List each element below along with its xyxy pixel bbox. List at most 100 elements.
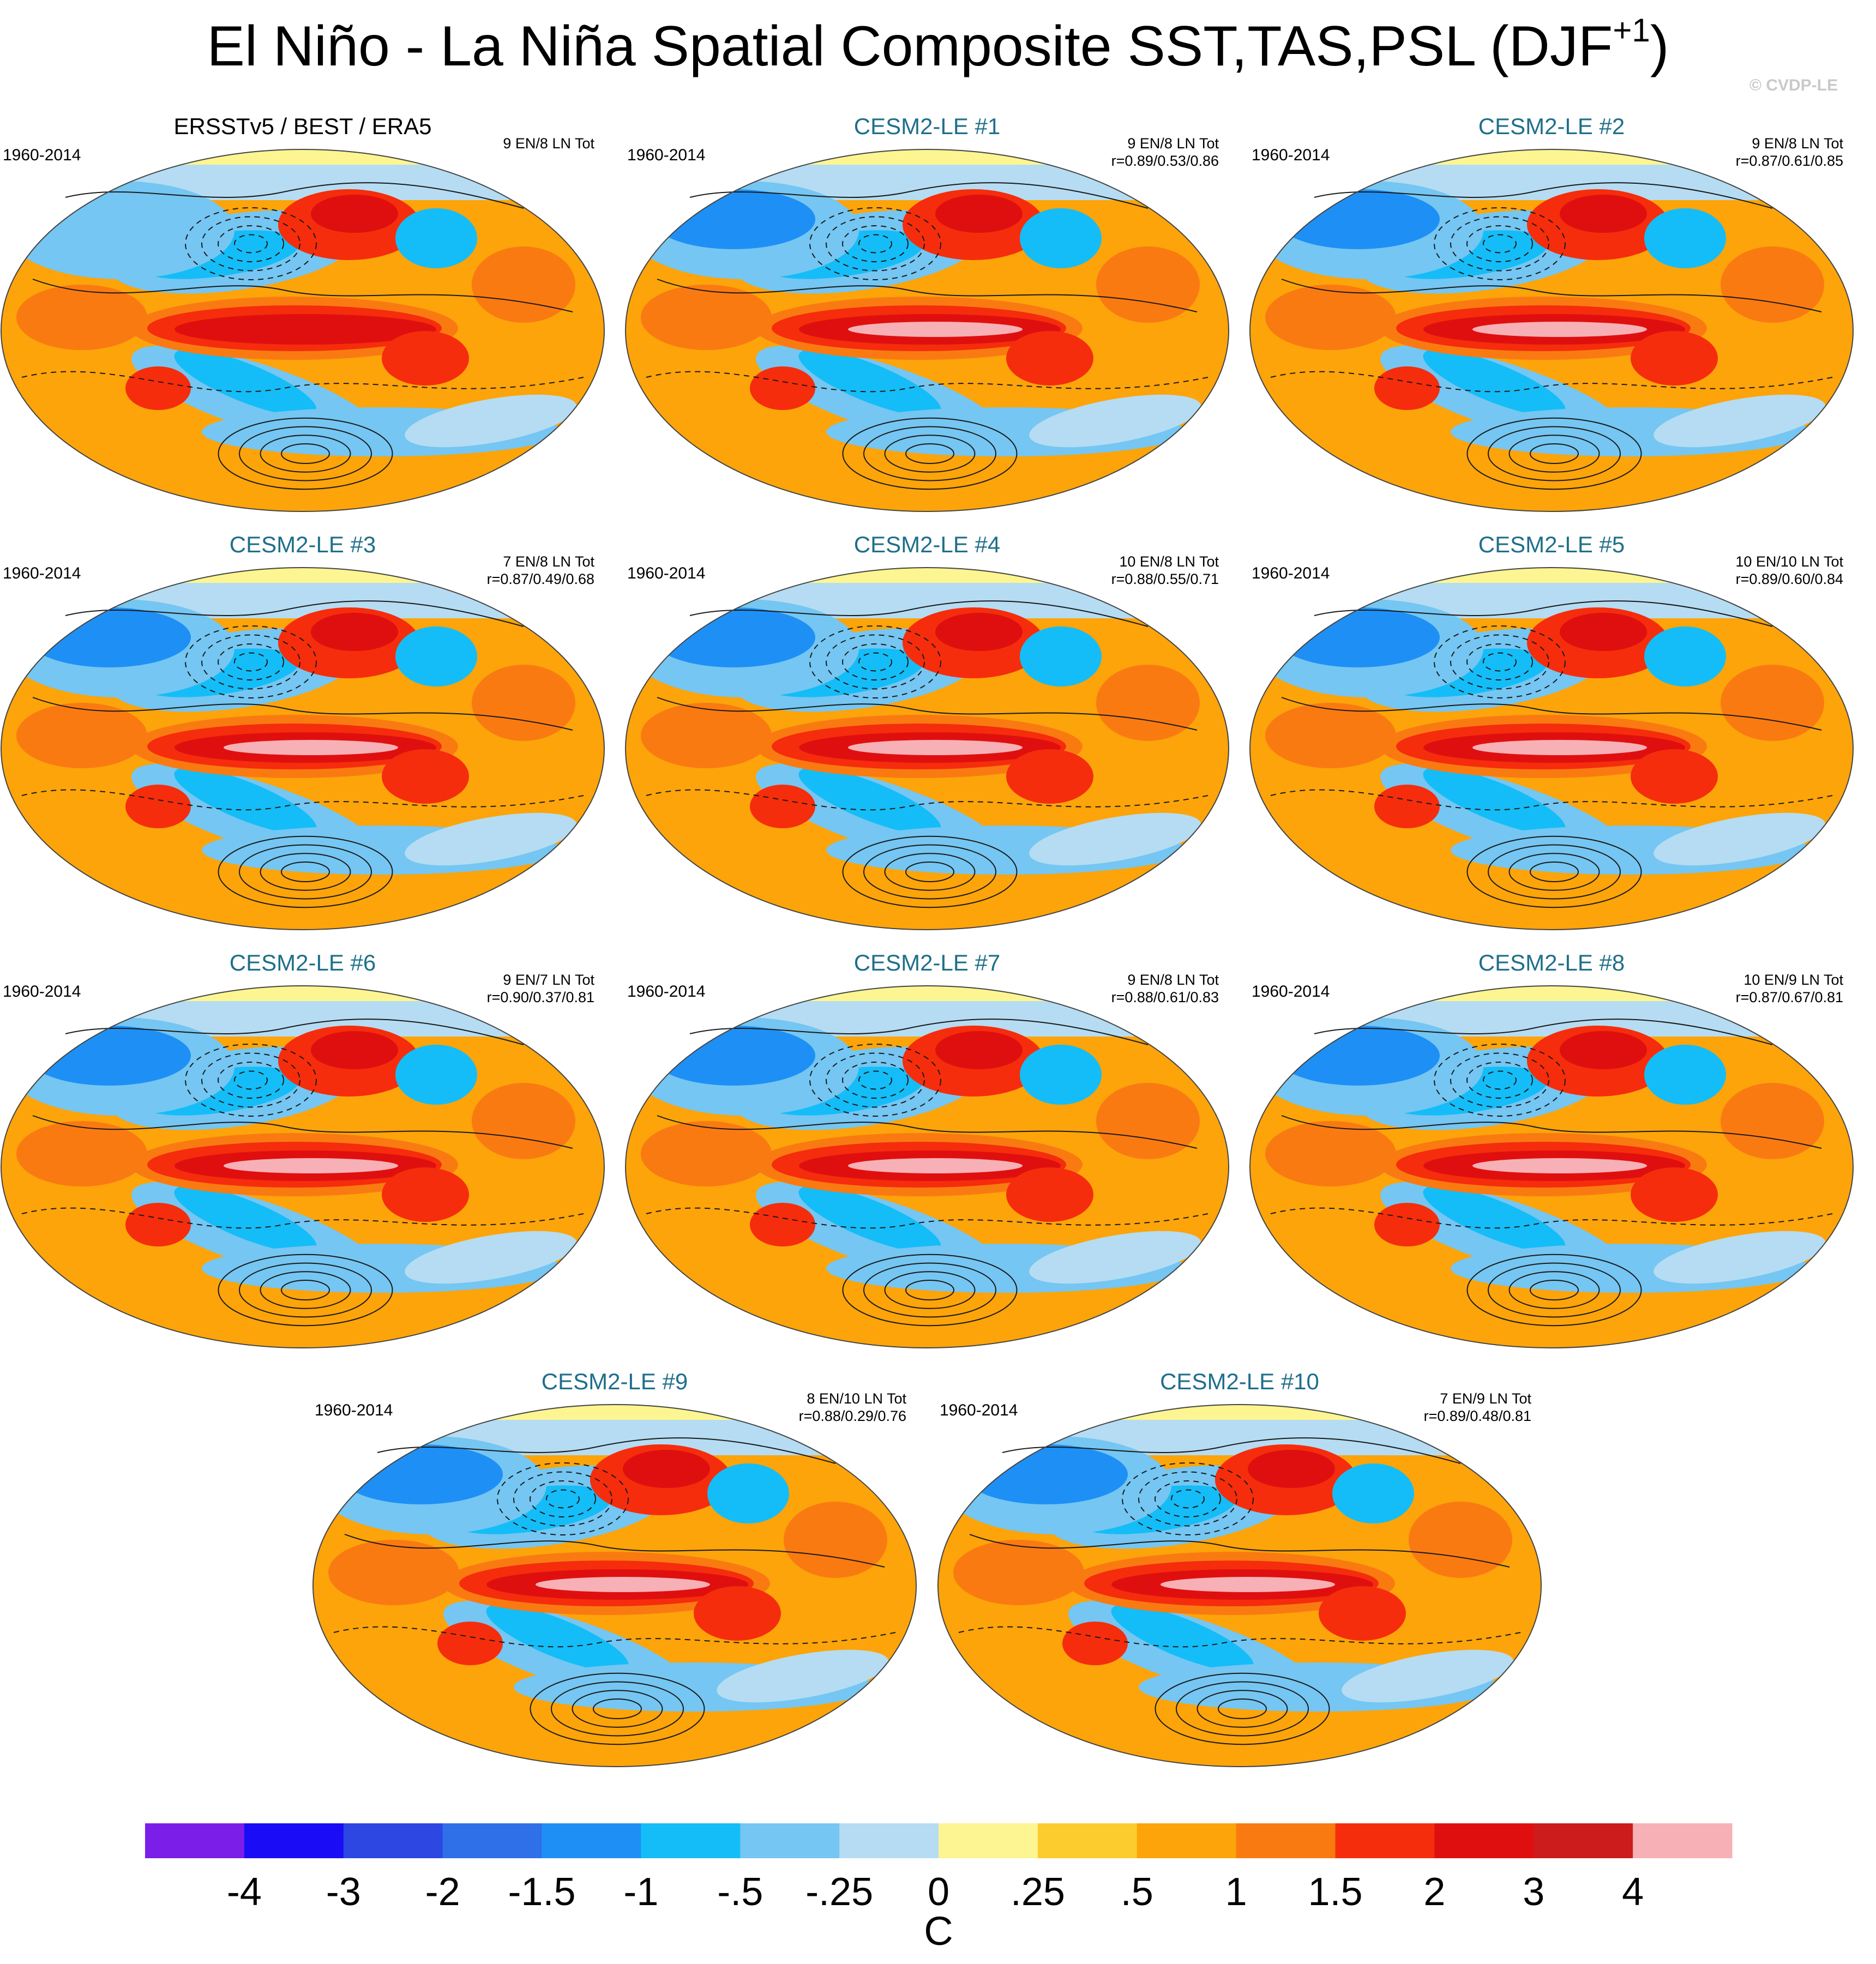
- amazon-warm: [1631, 331, 1718, 385]
- panel-title: CESM2-LE #5: [1478, 532, 1625, 557]
- amazon-warm: [382, 1167, 469, 1222]
- north-america-warm-core: [935, 613, 1023, 651]
- globe-outline: [1249, 985, 1854, 1348]
- australia-warm: [437, 1622, 503, 1665]
- north-america-warm-core: [1560, 613, 1647, 651]
- australia-warm: [1374, 785, 1440, 828]
- map-field: [626, 149, 1229, 511]
- colorbar-swatch: [1534, 1823, 1633, 1858]
- colorbar-tick-label: -1.5: [508, 1870, 575, 1914]
- south-atlantic-cool: [1029, 394, 1201, 448]
- colorbar-tick-label: 4: [1622, 1870, 1644, 1914]
- colorbar-tick-label: 1.5: [1308, 1870, 1362, 1914]
- enso-tongue-peak: [1161, 1577, 1335, 1592]
- globe-outline: [312, 1404, 917, 1767]
- globe-outline: [625, 985, 1229, 1348]
- panel-event-counts: 10 EN/10 LN Tot r=0.89/0.60/0.84: [1735, 553, 1843, 588]
- enso-tongue-core: [175, 314, 436, 345]
- africa-warm: [784, 1502, 887, 1578]
- panel-correlation-text: r=0.87/0.49/0.68: [486, 570, 594, 587]
- colorbar-tick-label: -4: [227, 1870, 262, 1914]
- enso-tongue-peak: [848, 740, 1023, 755]
- east-north-america-cold: [1332, 1463, 1414, 1523]
- panel-title: CESM2-LE #7: [853, 950, 1001, 975]
- colorbar-unit: C: [924, 1908, 953, 1954]
- panel-title: CESM2-LE #10: [1160, 1369, 1319, 1394]
- south-pacific-cold-core: [174, 1185, 317, 1253]
- colorbar-swatch: [641, 1823, 741, 1858]
- indian-ocean-warm: [641, 703, 772, 768]
- north-america-warm-core: [311, 613, 398, 651]
- south-pacific-cold-core: [1423, 349, 1566, 417]
- africa-warm: [1096, 665, 1200, 741]
- panel-event-counts: 9 EN/8 LN Tot r=0.89/0.53/0.86: [1111, 135, 1219, 170]
- panel-counts-text: 8 EN/10 LN Tot: [807, 1390, 906, 1407]
- map-svg: [625, 567, 1229, 930]
- globe-outline: [1, 567, 605, 930]
- east-north-america-cold: [395, 208, 477, 268]
- indian-ocean-warm: [1265, 703, 1396, 768]
- antarctic-band: [1250, 883, 1853, 930]
- colorbar-tick-label: 0: [928, 1870, 949, 1914]
- panel-event-counts: 10 EN/9 LN Tot r=0.87/0.67/0.81: [1736, 972, 1843, 1007]
- panel-counts-text: 9 EN/8 LN Tot: [503, 135, 594, 152]
- map-field: [1250, 149, 1853, 511]
- indian-ocean-warm: [16, 285, 147, 350]
- map-panel: CESM2-LE #7 1960-2014 9 EN/8 LN Tot r=0.88/…: [624, 945, 1230, 1349]
- colorbar-tick-label: 1: [1225, 1870, 1247, 1914]
- indian-ocean-warm: [16, 703, 147, 768]
- map-svg: [1, 149, 605, 512]
- colorbar-swatch: [839, 1823, 939, 1858]
- enso-tongue-peak: [1472, 322, 1647, 337]
- panel-title: CESM2-LE #3: [229, 532, 376, 557]
- panel-correlation-text: r=0.88/0.29/0.76: [798, 1407, 906, 1424]
- antarctic-band: [1, 465, 604, 511]
- amazon-warm: [1006, 331, 1093, 385]
- south-atlantic-cool: [405, 394, 577, 448]
- africa-warm: [472, 1083, 575, 1159]
- psl-contours: [646, 1019, 1208, 1327]
- antarctic-band: [1, 1301, 604, 1348]
- panel-event-counts: 9 EN/8 LN Tot: [503, 135, 594, 153]
- panel-period: 1960-2014: [3, 564, 81, 582]
- panel-counts-text: 9 EN/8 LN Tot: [1752, 135, 1843, 152]
- eurasia-cold-core: [27, 1026, 191, 1086]
- panel-period: 1960-2014: [627, 146, 706, 164]
- africa-warm: [1721, 1083, 1824, 1159]
- eurasia-cold: [5, 181, 234, 279]
- south-pacific-cold-core: [174, 349, 317, 417]
- panel-counts-text: 9 EN/7 LN Tot: [503, 972, 594, 988]
- panel-title: CESM2-LE #6: [229, 950, 376, 975]
- east-north-america-cold: [1020, 626, 1102, 686]
- psl-contours: [21, 600, 584, 908]
- eurasia-cold-core: [652, 189, 815, 249]
- panel-counts-text: 10 EN/8 LN Tot: [1119, 553, 1219, 570]
- east-north-america-cold: [1020, 1045, 1102, 1105]
- colorbar-swatch: [740, 1823, 840, 1858]
- colorbar-svg: -4 -3 -2 -1.5 -1 -.5 -.25 0 .25 .5 1 1.5 2 3 4: [145, 1823, 1733, 1914]
- north-america-warm-core: [311, 195, 398, 233]
- north-america-warm-core: [1560, 195, 1647, 233]
- map-svg: [1, 567, 605, 930]
- south-pacific-cold-core: [1423, 1185, 1566, 1253]
- panel-counts-text: 9 EN/8 LN Tot: [1127, 135, 1219, 152]
- panel-correlation-text: r=0.87/0.67/0.81: [1735, 989, 1843, 1005]
- panel-correlation-text: r=0.88/0.61/0.83: [1111, 989, 1219, 1005]
- psl-contours: [646, 600, 1208, 908]
- map-panel: CESM2-LE #6 1960-2014 9 EN/7 LN Tot r=0.90/…: [0, 945, 605, 1349]
- credit-label: © CVDP-LE: [1749, 76, 1838, 94]
- map-panel: CESM2-LE #8 1960-2014 10 EN/9 LN Tot r=0.87…: [1249, 945, 1854, 1349]
- globe-outline: [1, 985, 605, 1348]
- map-field: [626, 986, 1229, 1348]
- map-field: [313, 1405, 916, 1767]
- australia-warm: [1374, 1203, 1440, 1246]
- south-atlantic-cool: [405, 812, 577, 866]
- colorbar-tick-label: -2: [425, 1870, 460, 1914]
- colorbar-tick-label: 2: [1423, 1870, 1445, 1914]
- globe-outline: [1249, 149, 1854, 512]
- panel-event-counts: 9 EN/8 LN Tot r=0.88/0.61/0.83: [1111, 972, 1219, 1007]
- map-field: [938, 1405, 1541, 1767]
- enso-tongue-peak: [224, 1158, 398, 1173]
- colorbar-swatch: [1236, 1823, 1336, 1858]
- panel-counts-text: 10 EN/9 LN Tot: [1743, 972, 1843, 988]
